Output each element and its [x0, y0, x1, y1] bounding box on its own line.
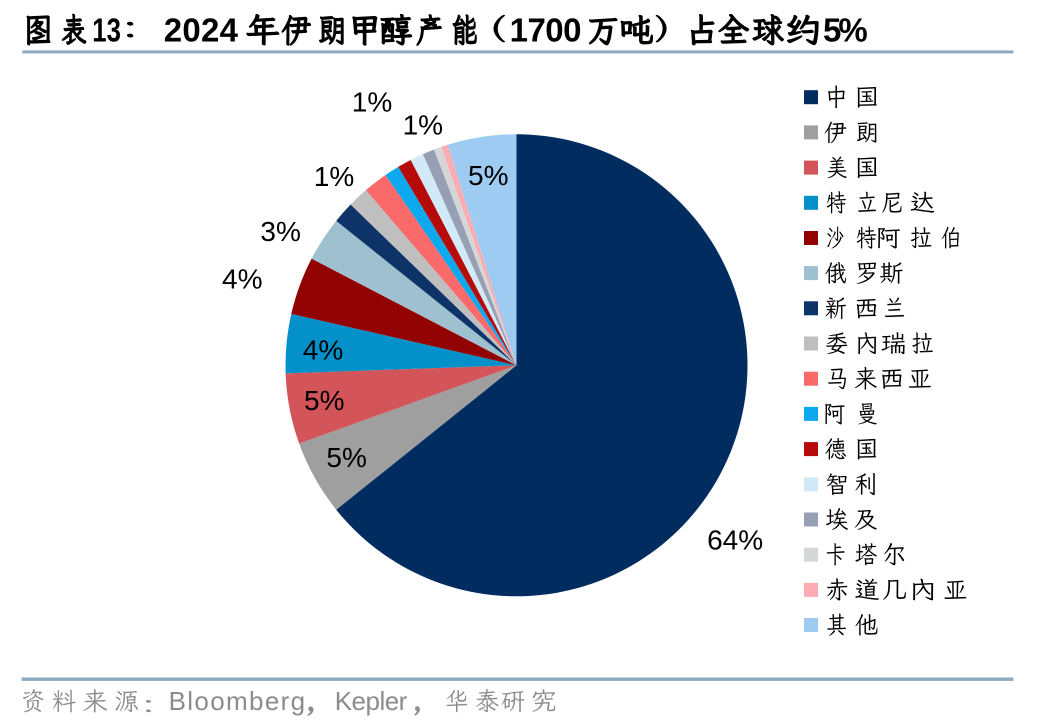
svg-text:5%: 5%	[823, 12, 867, 49]
svg-text:1%: 1%	[314, 161, 354, 192]
svg-text:1%: 1%	[403, 109, 443, 140]
svg-text:Bloomberg: Bloomberg	[169, 686, 307, 716]
svg-text:5%: 5%	[304, 385, 344, 416]
svg-text:4%: 4%	[303, 335, 343, 366]
svg-text:1%: 1%	[352, 87, 392, 118]
svg-text:Kepler: Kepler	[335, 686, 408, 716]
svg-text:64%: 64%	[707, 525, 763, 556]
svg-text:13: 13	[92, 13, 121, 50]
svg-text:5%: 5%	[468, 160, 508, 191]
svg-text:3%: 3%	[260, 216, 300, 247]
svg-text:4%: 4%	[222, 264, 262, 295]
svg-text:2024: 2024	[164, 12, 239, 49]
svg-text:1700: 1700	[510, 12, 581, 49]
svg-text:5%: 5%	[326, 442, 366, 473]
